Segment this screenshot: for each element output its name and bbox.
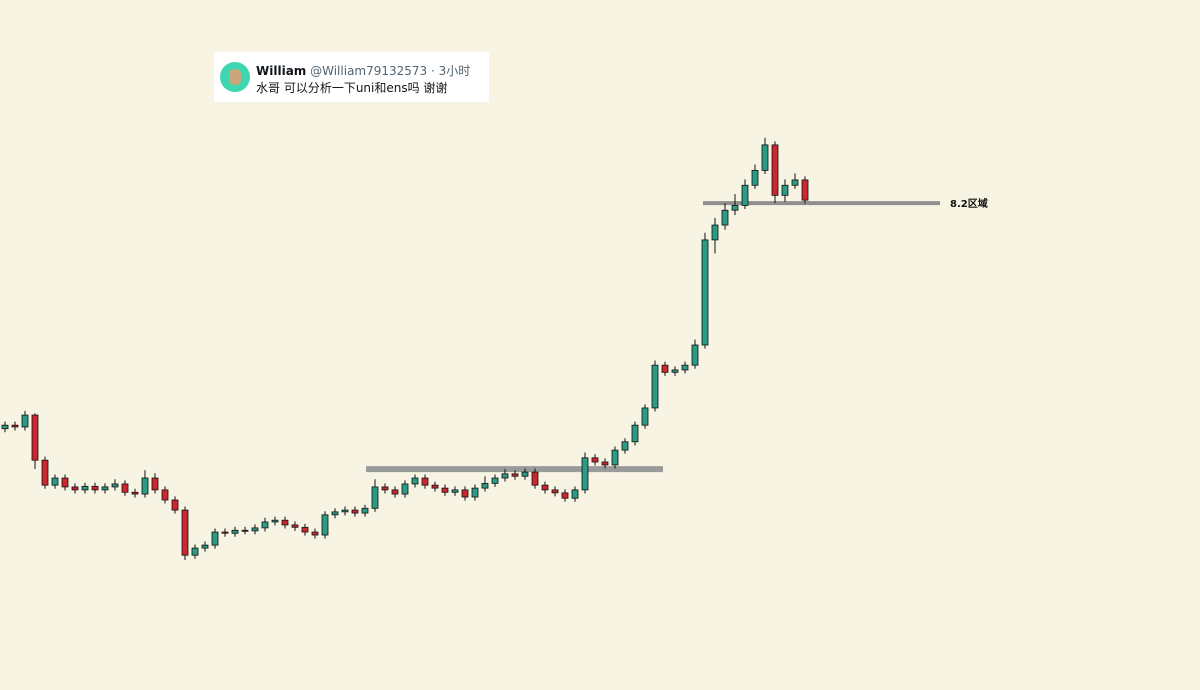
level-label: 8.2区域 (950, 197, 988, 210)
candle-body (361, 507, 369, 514)
candle-body (791, 179, 799, 186)
candle-body (571, 489, 579, 499)
candle-body (191, 547, 199, 556)
candle-body (111, 483, 119, 488)
candle-body (101, 486, 109, 491)
candle-body (171, 499, 179, 511)
candle-body (371, 486, 379, 509)
candle-body (31, 414, 39, 461)
candle-body (661, 364, 669, 373)
candle-body (801, 179, 809, 201)
candle-body (21, 414, 29, 428)
candle-body (311, 531, 319, 536)
candle-body (671, 369, 679, 373)
candle-body (741, 184, 749, 206)
candle-body (471, 487, 479, 498)
candle-body (651, 364, 659, 409)
candle-body (51, 477, 59, 486)
candle-body (461, 489, 469, 498)
candle-body (351, 509, 359, 514)
candle-body (131, 491, 139, 495)
candle-body (201, 544, 209, 549)
candle-body (241, 529, 249, 532)
candle-body (151, 477, 159, 491)
candle-body (71, 486, 79, 491)
tweet-text: 水哥 可以分析一下uni和ens吗 谢谢 (256, 81, 448, 95)
tweet-time[interactable]: 3小时 (438, 64, 471, 78)
candle-body (261, 521, 269, 529)
candle-body (271, 519, 279, 523)
candle-body (591, 457, 599, 463)
candle-body (691, 344, 699, 366)
candle-body (291, 524, 299, 528)
candle-body (391, 489, 399, 495)
candle-body (491, 477, 499, 484)
candle-body (581, 457, 589, 491)
candle-body (11, 424, 19, 428)
user-handle[interactable]: @William79132573 (310, 64, 428, 78)
tweet-header: William @William79132573 · 3小时 (256, 62, 470, 79)
candle-body (781, 184, 789, 196)
candle-body (711, 224, 719, 241)
candle-body (481, 482, 489, 489)
candle-body (251, 527, 259, 532)
candle-body (401, 483, 409, 495)
candle-body (281, 519, 289, 526)
candle-body (61, 477, 69, 488)
candle-body (501, 473, 509, 479)
candle-body (1, 424, 9, 430)
candle-body (231, 529, 239, 534)
candle-body (751, 170, 759, 186)
candle-body (161, 489, 169, 501)
candle-body (81, 485, 89, 491)
candle-body (611, 449, 619, 466)
candle-body (431, 484, 439, 489)
candle-body (541, 484, 549, 491)
candle-body (221, 531, 229, 534)
tweet-card: William @William79132573 · 3小时 水哥 可以分析一下… (214, 52, 489, 102)
candle-body (621, 441, 629, 451)
candle-body (91, 485, 99, 491)
candle-body (761, 144, 769, 171)
candle-body (321, 514, 329, 536)
candle-body (511, 473, 519, 477)
candle-body (631, 424, 639, 443)
candle-body (451, 489, 459, 493)
candle-body (411, 477, 419, 485)
candle-body (331, 511, 339, 516)
candle-body (441, 487, 449, 493)
candle-body (211, 531, 219, 546)
candle-body (381, 486, 389, 491)
candle-body (121, 483, 129, 493)
candle-body (561, 492, 569, 499)
candle-body (41, 459, 49, 486)
avatar (220, 62, 250, 92)
user-name[interactable]: William (256, 64, 307, 78)
candle-body (601, 461, 609, 466)
candle-body (181, 509, 189, 556)
candle-body (421, 477, 429, 486)
candle-body (141, 477, 149, 495)
candle-body (341, 509, 349, 513)
candle-body (681, 364, 689, 371)
candle-body (521, 471, 529, 477)
candle-body (721, 209, 729, 226)
candle-body (701, 239, 709, 346)
candle-body (531, 471, 539, 486)
candle-body (771, 144, 779, 196)
candle-body (641, 407, 649, 426)
candle-body (551, 489, 559, 494)
candle-body (301, 526, 309, 533)
separator: · (431, 64, 435, 78)
candle-body (731, 205, 739, 211)
